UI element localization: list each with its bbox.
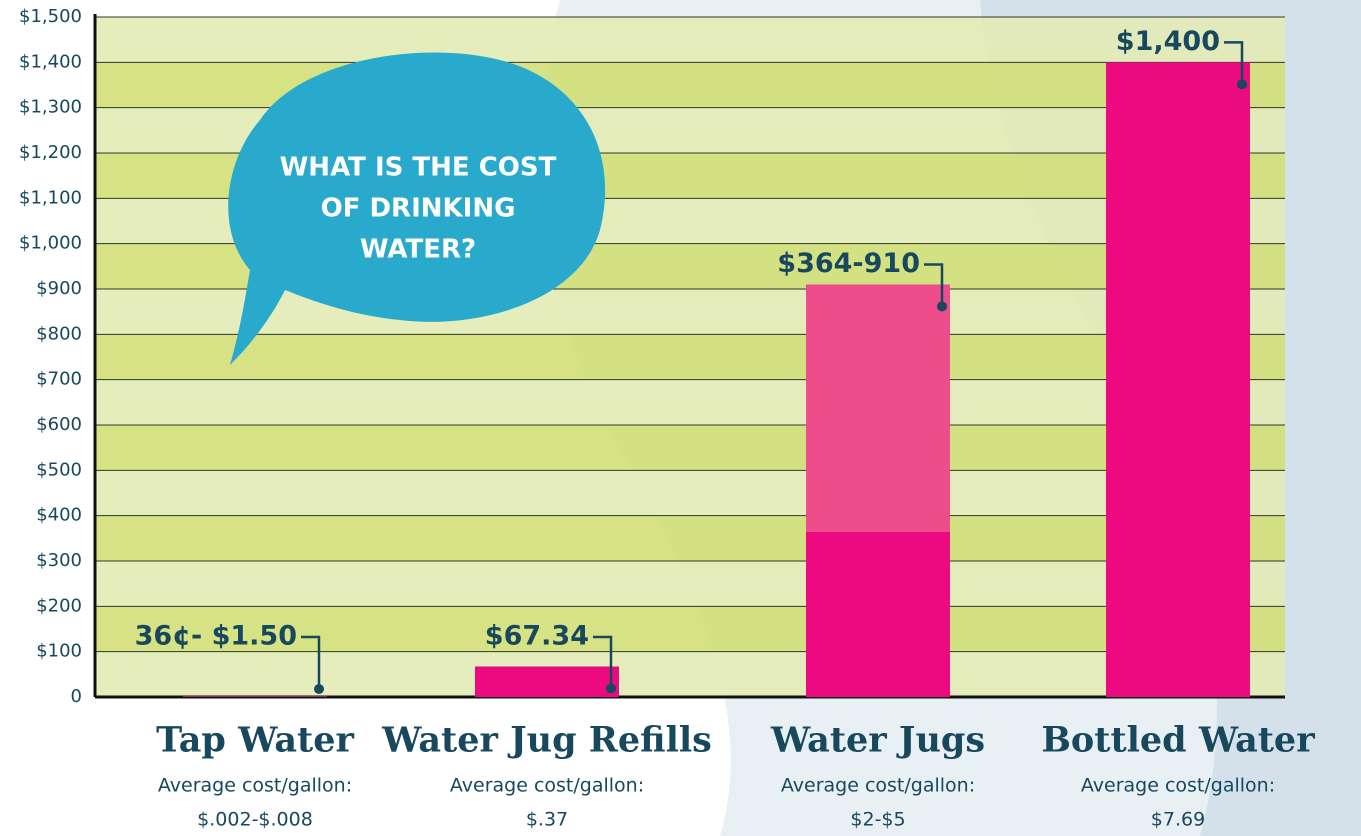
y-tick-label: $500: [36, 459, 82, 480]
cost-caption: Average cost/gallon:: [158, 775, 352, 797]
x-tick-label: Tap Water: [156, 720, 354, 761]
chart: 0 $100 $200 $300 $400 $500 $600 $700 $800 $900 $1,…: [0, 0, 1361, 836]
bar-range: [806, 284, 950, 532]
cost-caption: Average cost/gallon:: [1081, 775, 1275, 797]
y-tick-label: $600: [36, 414, 82, 435]
label-dot: [1237, 79, 1247, 89]
cost-caption: Average cost/gallon:: [781, 775, 975, 797]
value-label: $67.34: [485, 621, 589, 652]
y-tick-label: $300: [36, 550, 82, 571]
y-tick-label: $700: [36, 369, 82, 390]
x-tick-label: Water Jugs: [770, 720, 985, 761]
value-label: $364-910: [777, 248, 920, 279]
y-tick-label: $200: [36, 595, 82, 616]
y-tick-label: $400: [36, 505, 82, 526]
y-tick-label: $1,300: [19, 97, 82, 118]
x-tick-label: Bottled Water: [1041, 720, 1315, 761]
label-dot: [937, 301, 947, 311]
cost-per-gallon: $7.69: [1151, 809, 1205, 831]
bar: [475, 666, 619, 697]
y-tick-label: 0: [71, 686, 82, 707]
bar-range: [183, 696, 327, 697]
value-label: $1,400: [1116, 26, 1220, 57]
y-tick-label: $1,400: [19, 51, 82, 72]
bar-low: [806, 532, 950, 697]
label-dot: [606, 683, 616, 693]
label-dot: [314, 684, 324, 694]
cost-per-gallon: $2-$5: [850, 809, 905, 831]
y-tick-label: $1,200: [19, 142, 82, 163]
y-tick-label: $800: [36, 323, 82, 344]
annotation: WATER?: [360, 235, 476, 265]
y-tick-label: $1,000: [19, 233, 82, 254]
x-tick-label: Water Jug Refills: [381, 720, 712, 761]
y-tick-label: $1,500: [19, 6, 82, 27]
plot-area: 0 $100 $200 $300 $400 $500 $600 $700 $800 $900 $1,…: [19, 6, 1285, 707]
y-tick-label: $900: [36, 278, 82, 299]
cost-per-gallon: $.002-$.008: [197, 809, 313, 831]
y-tick-label: $100: [36, 641, 82, 662]
y-tick-label: $1,100: [19, 187, 82, 208]
cost-per-gallon: $.37: [526, 809, 568, 831]
cost-caption: Average cost/gallon:: [450, 775, 644, 797]
grid-band: [95, 17, 1285, 62]
value-label: 36¢- $1.50: [135, 621, 297, 652]
bar: [1106, 62, 1250, 697]
annotation: OF DRINKING: [321, 194, 516, 224]
annotation: WHAT IS THE COST: [280, 153, 557, 183]
